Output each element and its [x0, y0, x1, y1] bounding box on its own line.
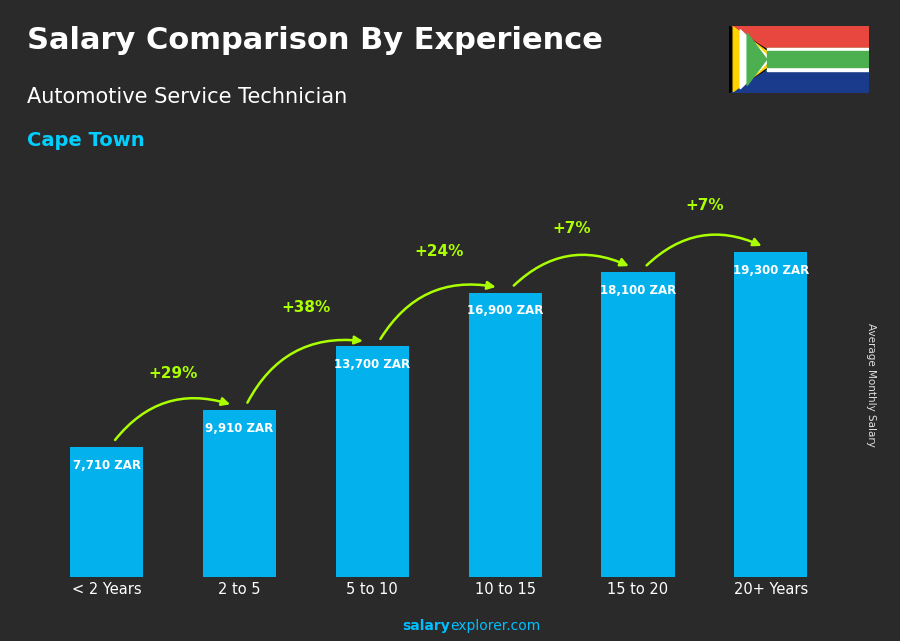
- Text: +24%: +24%: [414, 244, 464, 259]
- Text: 9,910 ZAR: 9,910 ZAR: [205, 422, 274, 435]
- Bar: [729, 48, 868, 71]
- Bar: [729, 71, 868, 93]
- Polygon shape: [734, 27, 778, 92]
- Text: +29%: +29%: [148, 367, 198, 381]
- Polygon shape: [747, 33, 767, 85]
- Text: Cape Town: Cape Town: [27, 131, 145, 151]
- Bar: [203, 410, 276, 577]
- Text: explorer.com: explorer.com: [450, 619, 540, 633]
- Text: Average Monthly Salary: Average Monthly Salary: [866, 322, 877, 447]
- Text: 13,700 ZAR: 13,700 ZAR: [334, 358, 410, 371]
- Text: +7%: +7%: [553, 221, 591, 236]
- Text: 16,900 ZAR: 16,900 ZAR: [467, 304, 544, 317]
- Text: Automotive Service Technician: Automotive Service Technician: [27, 87, 347, 106]
- Text: +7%: +7%: [685, 198, 724, 213]
- Bar: [469, 292, 542, 577]
- Polygon shape: [740, 29, 770, 89]
- Text: salary: salary: [402, 619, 450, 633]
- Text: 19,300 ZAR: 19,300 ZAR: [733, 264, 809, 277]
- Bar: [767, 51, 868, 67]
- Polygon shape: [729, 26, 782, 93]
- Bar: [70, 447, 143, 577]
- Bar: [336, 346, 409, 577]
- Bar: [767, 67, 868, 71]
- Bar: [734, 252, 807, 577]
- Bar: [601, 272, 674, 577]
- Bar: [767, 48, 868, 53]
- Bar: [729, 26, 868, 48]
- Text: 18,100 ZAR: 18,100 ZAR: [600, 284, 676, 297]
- Text: Salary Comparison By Experience: Salary Comparison By Experience: [27, 26, 603, 54]
- Text: +38%: +38%: [282, 300, 330, 315]
- Text: 7,710 ZAR: 7,710 ZAR: [73, 459, 140, 472]
